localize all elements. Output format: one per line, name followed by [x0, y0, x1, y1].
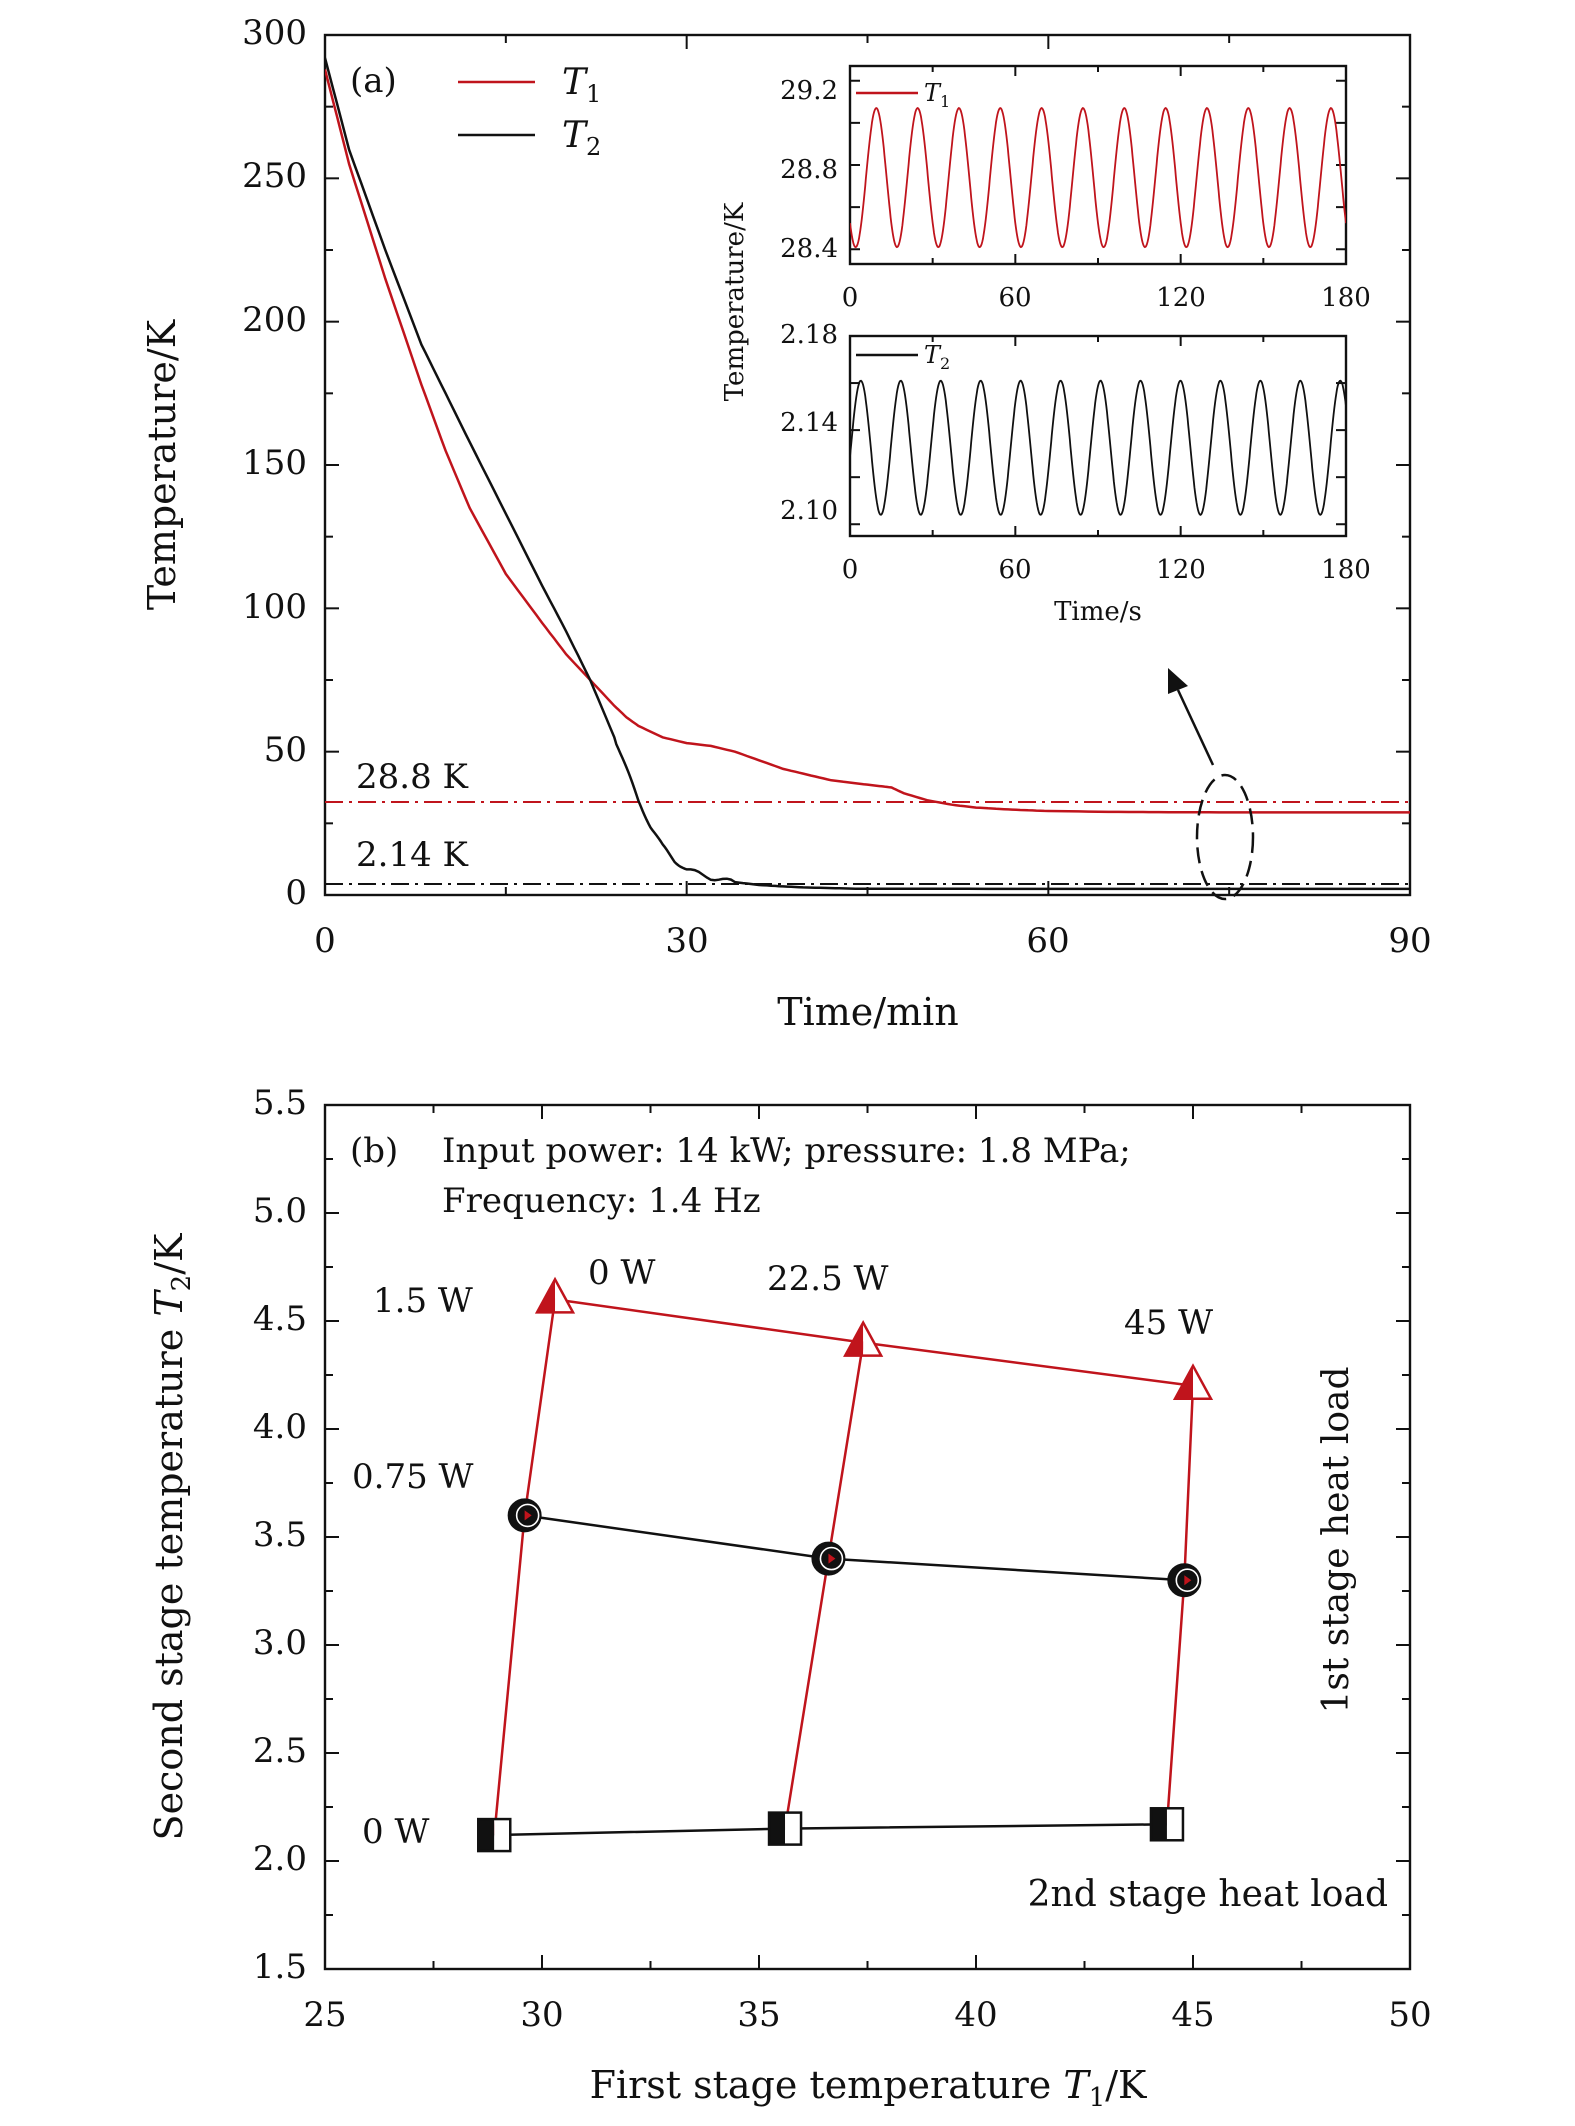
zoom-ellipse [1195, 773, 1255, 901]
panel-b-label: (b) [350, 1131, 398, 1171]
inset-bottom-t2-curve [850, 379, 1346, 516]
inset-bottom-xtick-60: 60 [998, 555, 1031, 585]
panel-b: 1.5 2.0 2.5 3.0 3.5 4.0 4.5 5.0 5.5 25 3… [147, 1083, 1432, 2113]
square-marker [767, 1811, 803, 1846]
panel-b-title-line2: Frequency: 1.4 Hz [442, 1181, 761, 1221]
inset-bottom-ytick-2-18: 2.18 [780, 320, 838, 350]
inset-top-xtick-60: 60 [998, 283, 1031, 313]
panel-a-ytick-0: 0 [285, 873, 307, 913]
label-2nd-stage-heat-load: 2nd stage heat load [1028, 1874, 1388, 1915]
inset-bottom-xtick-180: 180 [1321, 555, 1371, 585]
panel-b-markers [477, 1276, 1214, 1853]
point-label-0w-1st: 0 W [588, 1253, 655, 1293]
inset-top-xtick-0: 0 [842, 283, 859, 313]
legend-t2-label: T2 [562, 115, 601, 161]
panel-a-ytick-200: 200 [242, 300, 307, 340]
panel-a-ytick-250: 250 [242, 156, 307, 196]
panel-b-ytick-4-5: 4.5 [253, 1299, 307, 1339]
panel-b-ytick-2-0: 2.0 [253, 1839, 307, 1879]
triangle-marker [843, 1319, 884, 1357]
series-t2-curve [325, 57, 1410, 891]
inset-top-xtick-180: 180 [1321, 283, 1371, 313]
panel-a-xlabel: Time/min [777, 990, 958, 1034]
panel-b-ytick-2-5: 2.5 [253, 1731, 307, 1771]
panel-a-ytick-100: 100 [242, 587, 307, 627]
triangle-marker [534, 1276, 576, 1314]
inset-ylabel: Temperature/K [720, 202, 750, 401]
panel-b-xtick-35: 35 [737, 1995, 780, 2035]
inset-top-legend-label: T1 [924, 79, 950, 111]
series-t1-curve [325, 69, 1410, 814]
iso-line-2nd-0w [494, 1823, 1168, 1837]
circle-marker [811, 1541, 846, 1576]
panel-a-xtick-90: 90 [1388, 921, 1431, 961]
square-marker [477, 1817, 512, 1853]
circle-marker [507, 1498, 542, 1533]
inset-bottom: T2 2.10 2.14 2.18 0 60 120 180 Time/s [780, 320, 1371, 627]
point-label-0-75w: 0.75 W [352, 1457, 474, 1497]
legend-t1-label: T1 [562, 62, 601, 108]
point-label-45w: 45 W [1124, 1303, 1213, 1343]
panel-a-ytick-50: 50 [264, 730, 307, 770]
panel-b-xtick-40: 40 [954, 1995, 997, 2035]
panel-b-xtick-45: 45 [1171, 1995, 1214, 2035]
panel-b-ytick-3-0: 3.0 [253, 1623, 307, 1663]
inset-top-t1-curve [850, 107, 1346, 249]
ref-label-2-14: 2.14 K [356, 835, 469, 875]
iso-line-1st-0w [493, 1299, 557, 1836]
inset-top-ticks [849, 66, 1347, 264]
panel-b-ylabel: Second stage temperature T2/K [147, 1233, 197, 1840]
inset-top-ytick-28-4: 28.4 [780, 234, 838, 264]
panel-a-ylabel: Temperature/K [140, 319, 184, 610]
panel-a-label: (a) [350, 61, 397, 101]
panel-b-ticks [324, 1104, 1411, 1970]
panel-a-ytick-300: 300 [242, 13, 307, 53]
inset-bottom-ytick-2-10: 2.10 [780, 496, 838, 526]
iso-line-2nd-0-75w [524, 1514, 1185, 1582]
inset-top: T1 28.4 28.8 29.2 0 60 120 180 [780, 64, 1371, 313]
panel-b-ytick-4-0: 4.0 [253, 1407, 307, 1447]
panel-b-ytick-3-5: 3.5 [253, 1515, 307, 1555]
panel-b-ytick-5-5: 5.5 [253, 1083, 307, 1123]
inset-bottom-xlabel: Time/s [1054, 597, 1142, 627]
panel-b-xlabel: First stage temperature T1/K [590, 2063, 1147, 2113]
panel-a-ytick-150: 150 [242, 443, 307, 483]
inset-top-ytick-28-8: 28.8 [780, 155, 838, 185]
point-label-1-5w: 1.5 W [373, 1281, 473, 1321]
triangle-marker [1172, 1363, 1214, 1401]
label-1st-stage-heat-load: 1st stage heat load [1316, 1366, 1357, 1713]
panel-b-ytick-5-0: 5.0 [253, 1191, 307, 1231]
inset-bottom-xtick-120: 120 [1156, 555, 1206, 585]
panel-b-xtick-25: 25 [303, 1995, 346, 2035]
panel-a-xtick-30: 30 [665, 921, 708, 961]
panel-a-xtick-60: 60 [1026, 921, 1069, 961]
inset-top-xtick-120: 120 [1156, 283, 1206, 313]
point-label-22-5w: 22.5 W [767, 1259, 889, 1299]
panel-a: 0 50 100 150 200 250 300 0 30 60 90 Time… [140, 13, 1432, 1034]
inset-bottom-ytick-2-14: 2.14 [780, 408, 838, 438]
circle-marker [1167, 1563, 1202, 1598]
iso-line-1st-22-5w [783, 1342, 865, 1829]
panel-b-ytick-1-5: 1.5 [253, 1947, 307, 1987]
inset-bottom-legend-label: T2 [924, 341, 950, 373]
inset-top-ytick-29-2: 29.2 [780, 76, 838, 106]
point-label-0w-2nd: 0 W [362, 1812, 429, 1852]
panel-b-xtick-30: 30 [520, 1995, 563, 2035]
inset-bottom-xtick-0: 0 [842, 555, 859, 585]
zoom-arrow-shaft [1176, 689, 1215, 766]
panel-a-xtick-0: 0 [314, 921, 336, 961]
square-marker [1149, 1807, 1185, 1842]
panel-b-xtick-50: 50 [1388, 1995, 1431, 2035]
iso-line-1st-45w [1165, 1385, 1195, 1825]
panel-b-title-line1: Input power: 14 kW; pressure: 1.8 MPa; [442, 1131, 1131, 1171]
zoom-arrow-head [1168, 668, 1188, 694]
ref-label-28-8: 28.8 K [356, 757, 469, 797]
